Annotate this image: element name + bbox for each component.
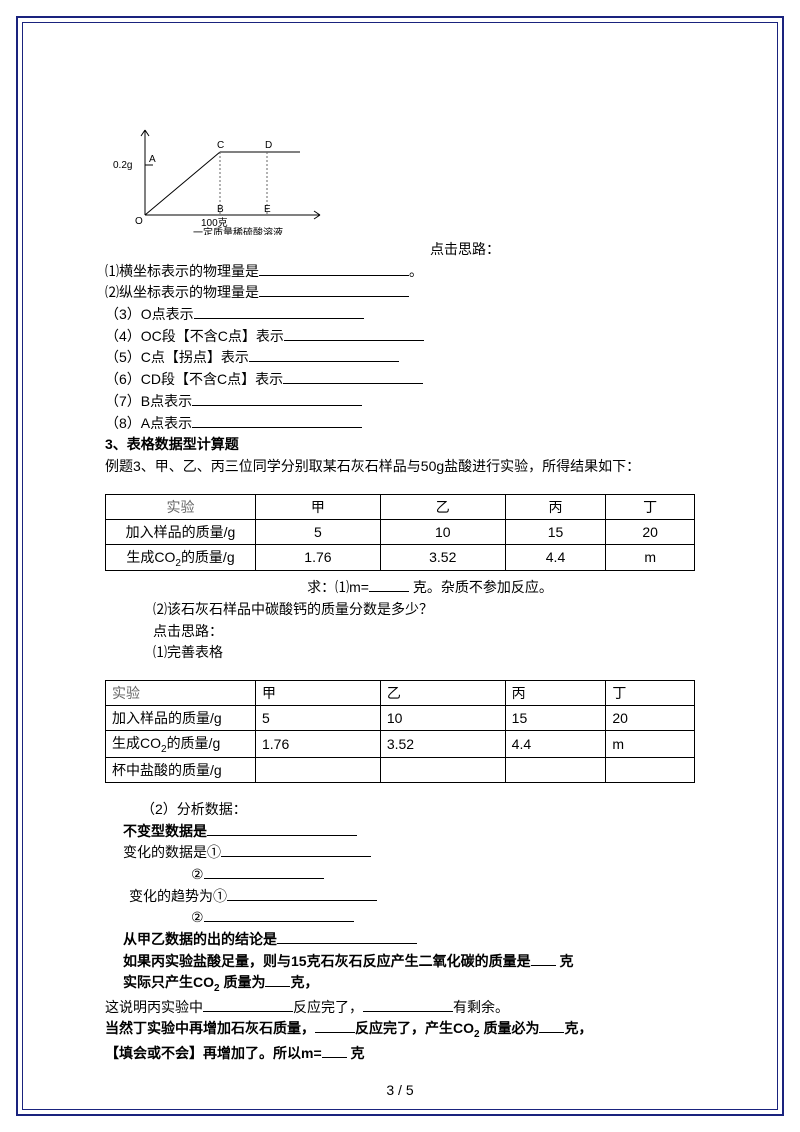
blank[interactable] <box>249 348 399 362</box>
a4: 从甲乙数据的出的结论是 <box>105 929 695 951</box>
svg-text:D: D <box>265 140 272 151</box>
chart-diagram: 0.2g A C D B E O 100克 一定质量稀硫酸溶液 <box>105 120 335 235</box>
table1: 实验 甲 乙 丙 丁 加入样品的质量/g 5 10 15 20 生成CO2的质量… <box>105 494 695 572</box>
example3: 例题3、甲、乙、丙三位同学分别取某石灰石样品与50g盐酸进行实验，所得结果如下： <box>105 456 695 478</box>
blank[interactable] <box>283 370 423 384</box>
a3b: ② <box>105 907 695 929</box>
t2-row2-label: 生成CO2的质量/g <box>106 731 256 758</box>
blank[interactable] <box>204 908 354 922</box>
a2b: ② <box>105 864 695 886</box>
a3: 变化的趋势为① <box>105 886 695 908</box>
svg-text:A: A <box>149 154 156 165</box>
section3-title: 3、表格数据型计算题 <box>105 434 695 456</box>
blank[interactable] <box>259 283 409 297</box>
page-content: 0.2g A C D B E O 100克 一定质量稀硫酸溶液 点击思路： ⑴横… <box>105 120 695 1064</box>
solve2: ⑵该石灰石样品中碳酸钙的质量分数是多少？ <box>105 599 695 621</box>
blank[interactable] <box>363 998 453 1012</box>
step1: ⑴完善表格 <box>105 642 695 664</box>
blank[interactable] <box>192 414 362 428</box>
page-number: 3 / 5 <box>0 1082 800 1098</box>
blank[interactable] <box>259 262 409 276</box>
blank[interactable] <box>204 865 324 879</box>
solve1: 求：⑴m= 克。杂质不参加反应。 <box>105 577 695 599</box>
blank[interactable] <box>315 1019 355 1033</box>
blank[interactable] <box>539 1019 564 1033</box>
tick2: 点击思路： <box>105 621 695 643</box>
svg-text:B: B <box>217 204 224 215</box>
q6: （6）CD段【不含C点】表示 <box>105 369 695 391</box>
y-tick: 0.2g <box>113 160 132 171</box>
a7: 这说明丙实验中反应完了，有剩余。 <box>105 997 695 1019</box>
blank[interactable] <box>265 973 290 987</box>
a1: 不变型数据是 <box>105 821 695 843</box>
blank[interactable] <box>194 305 364 319</box>
a6: 实际只产生CO2 质量为克， <box>105 972 695 996</box>
blank[interactable] <box>203 998 293 1012</box>
q4: （4）OC段【不含C点】表示 <box>105 326 695 348</box>
blank[interactable] <box>221 843 371 857</box>
a5: 如果丙实验盐酸足量，则与15克石灰石反应产生二氧化碳的质量是 克 <box>105 951 695 973</box>
a2: 变化的数据是① <box>105 842 695 864</box>
svg-text:一定质量稀硫酸溶液: 一定质量稀硫酸溶液 <box>193 226 283 235</box>
a9: 【填会或不会】再增加了。所以m= 克 <box>105 1043 695 1065</box>
a8: 当然丁实验中再增加石灰石质量，反应完了，产生CO2 质量必为克， <box>105 1018 695 1042</box>
analysis-title: （2）分析数据： <box>105 799 695 821</box>
svg-text:C: C <box>217 140 224 151</box>
q7: （7）B点表示 <box>105 391 695 413</box>
q1: ⑴横坐标表示的物理量是。 <box>105 261 695 283</box>
blank[interactable] <box>531 952 556 966</box>
blank[interactable] <box>369 578 409 592</box>
blank[interactable] <box>284 327 424 341</box>
q8: （8）A点表示 <box>105 413 695 435</box>
q2: ⑵纵坐标表示的物理量是 <box>105 282 695 304</box>
q5: （5）C点【拐点】表示 <box>105 347 695 369</box>
blank[interactable] <box>192 392 362 406</box>
svg-text:E: E <box>264 204 271 215</box>
row2-label: 生成CO2的质量/g <box>106 544 256 571</box>
blank[interactable] <box>227 887 377 901</box>
tick-title: 点击思路： <box>235 239 695 261</box>
blank[interactable] <box>277 930 417 944</box>
blank[interactable] <box>207 822 357 836</box>
svg-text:O: O <box>135 216 143 227</box>
table2: 实验 甲 乙 丙 丁 加入样品的质量/g 5 10 15 20 生成CO2的质量… <box>105 680 695 783</box>
blank[interactable] <box>322 1044 347 1058</box>
q3: （3）O点表示 <box>105 304 695 326</box>
